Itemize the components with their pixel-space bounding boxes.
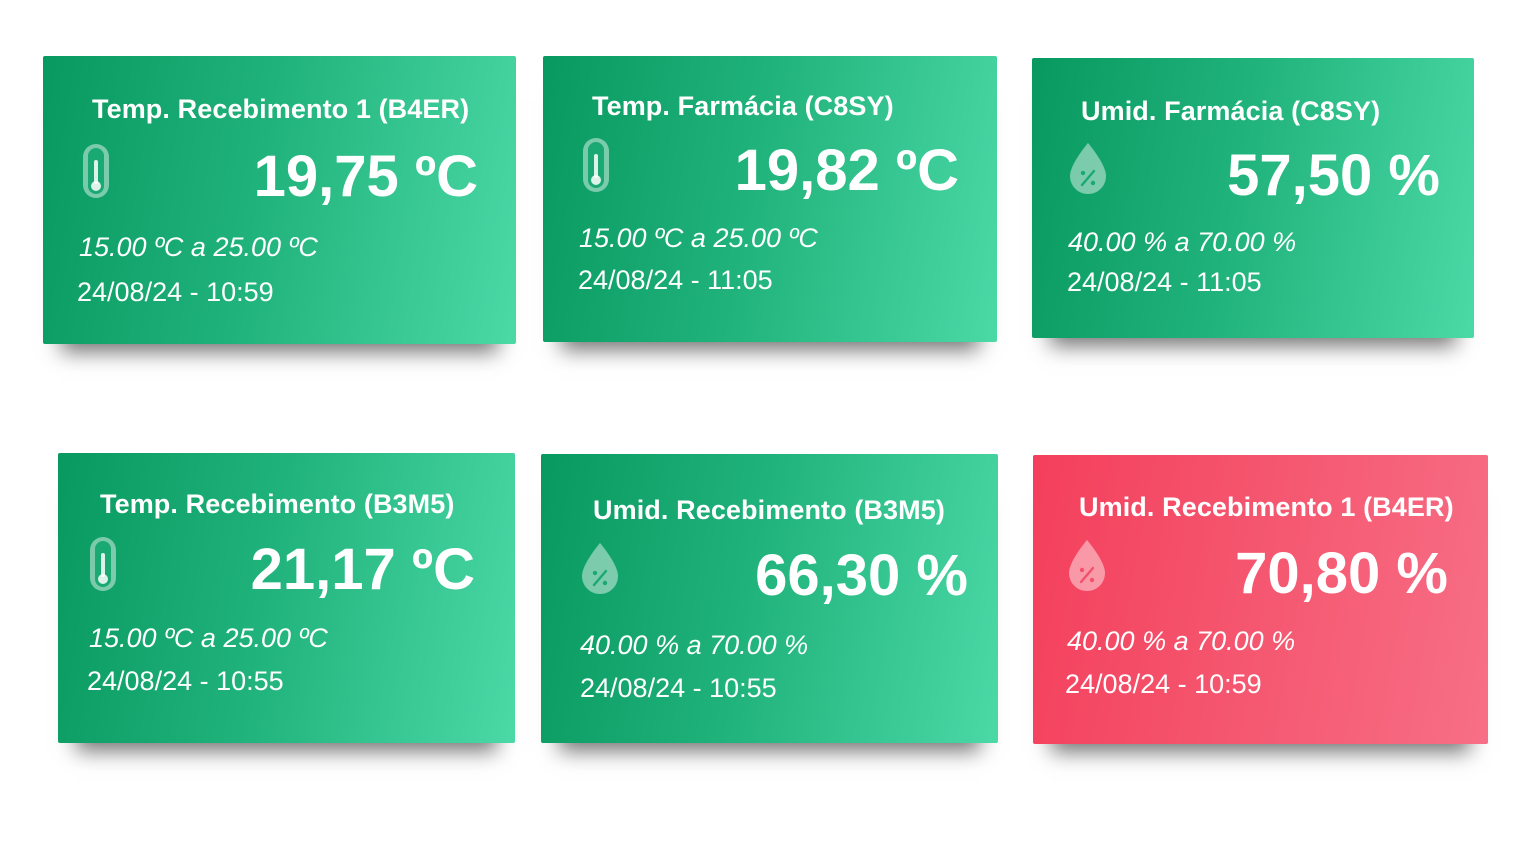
sensor-timestamp: 24/08/24 - 11:05	[1067, 267, 1262, 297]
sensor-timestamp: 24/08/24 - 10:55	[580, 673, 777, 703]
sensor-range: 15.00 ºC a 25.00 ºC	[89, 623, 328, 653]
sensor-timestamp: 24/08/24 - 10:59	[1065, 669, 1262, 699]
sensor-card-umid-farmacia-c8sy[interactable]: Umid. Farmácia (C8SY) 57,50 % 40.00 % a …	[1032, 58, 1474, 338]
sensor-value: 57,50 %	[1227, 143, 1440, 208]
sensor-card-temp-recebimento-1-b4er[interactable]: Temp. Recebimento 1 (B4ER) 19,75 ºC 15.0…	[43, 56, 516, 344]
sensor-title: Umid. Recebimento 1 (B4ER)	[1079, 492, 1454, 522]
sensor-title: Umid. Farmácia (C8SY)	[1081, 96, 1381, 126]
sensor-title: Temp. Recebimento (B3M5)	[100, 489, 455, 519]
sensor-value: 19,82 ºC	[734, 138, 959, 203]
humidity-drop-icon	[578, 540, 624, 604]
humidity-drop-icon	[1066, 140, 1112, 204]
humidity-drop-icon	[1065, 537, 1111, 601]
sensor-range: 40.00 % a 70.00 %	[1067, 626, 1296, 656]
sensor-title: Temp. Farmácia (C8SY)	[592, 91, 894, 121]
sensor-timestamp: 24/08/24 - 11:05	[578, 265, 773, 295]
sensor-card-umid-recebimento-1-b4er[interactable]: Umid. Recebimento 1 (B4ER) 70,80 % 40.00…	[1033, 455, 1488, 744]
sensor-value: 19,75 ºC	[253, 144, 478, 209]
sensor-range: 40.00 % a 70.00 %	[1068, 227, 1297, 257]
sensor-range: 15.00 ºC a 25.00 ºC	[79, 232, 318, 262]
sensor-card-temp-farmacia-c8sy[interactable]: Temp. Farmácia (C8SY) 19,82 ºC 15.00 ºC …	[543, 56, 997, 342]
sensor-card-umid-recebimento-b3m5[interactable]: Umid. Recebimento (B3M5) 66,30 % 40.00 %…	[541, 454, 998, 743]
sensor-value: 70,80 %	[1235, 541, 1448, 606]
sensor-value: 21,17 ºC	[250, 537, 475, 602]
sensor-card-temp-recebimento-b3m5[interactable]: Temp. Recebimento (B3M5) 21,17 ºC 15.00 …	[58, 453, 515, 743]
thermometer-icon	[579, 136, 625, 200]
sensor-timestamp: 24/08/24 - 10:59	[77, 277, 274, 307]
sensor-range: 15.00 ºC a 25.00 ºC	[579, 223, 818, 253]
thermometer-icon	[86, 535, 132, 599]
sensor-title: Temp. Recebimento 1 (B4ER)	[92, 94, 470, 124]
sensor-range: 40.00 % a 70.00 %	[580, 630, 809, 660]
sensor-timestamp: 24/08/24 - 10:55	[87, 666, 284, 696]
sensor-value: 66,30 %	[755, 543, 968, 608]
sensor-title: Umid. Recebimento (B3M5)	[593, 495, 945, 525]
thermometer-icon	[79, 142, 125, 206]
